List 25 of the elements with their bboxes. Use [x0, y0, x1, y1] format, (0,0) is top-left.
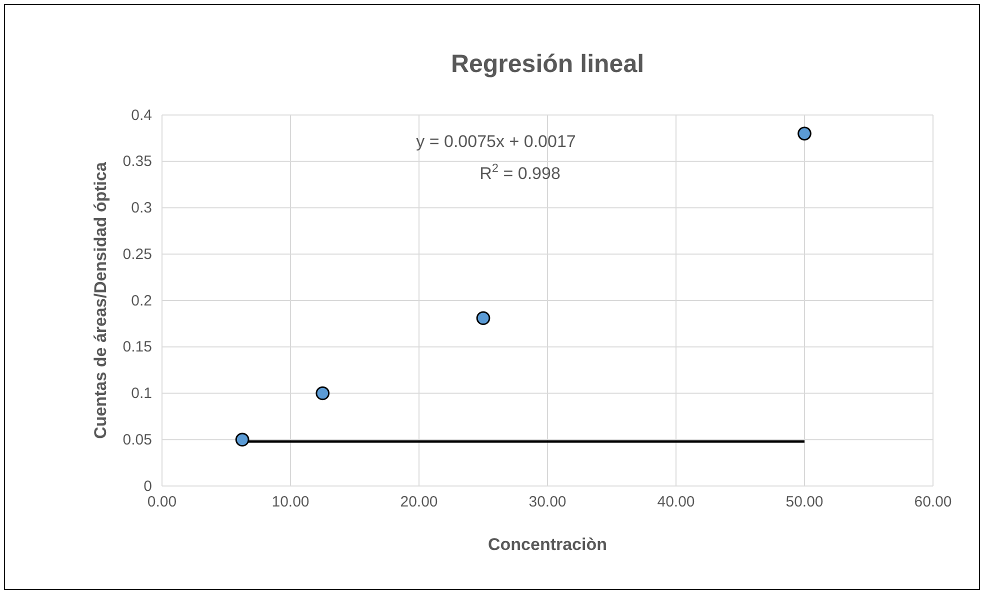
- x-tick-label: 60.00: [914, 494, 952, 511]
- annotation: R$^{2}$ = 0.998: [480, 161, 560, 183]
- y-tick-label: 0.3: [131, 200, 152, 217]
- x-tick-label: 10.00: [272, 494, 310, 511]
- x-tick-label: 40.00: [657, 494, 695, 511]
- point: [316, 386, 330, 400]
- x-axis-title: Concentraciòn: [488, 535, 608, 554]
- y-tick-label: 0.25: [122, 246, 152, 263]
- x-tick-label: 30.00: [528, 494, 566, 511]
- point: [476, 311, 490, 326]
- chart-title: Regresión lineal: [450, 50, 644, 78]
- y-tick-label: 0.15: [122, 338, 152, 356]
- y-axis-title: Cuentas de áreas/Densidad óptica: [91, 162, 110, 439]
- annotation: y = 0.0075x + 0.0017: [416, 132, 576, 151]
- y-tick-label: 0.2: [131, 292, 152, 310]
- y-tick-label: 0.4: [131, 106, 152, 124]
- point: [798, 126, 812, 140]
- y-tick-label: 0.05: [122, 431, 152, 448]
- point: [235, 432, 250, 447]
- x-tick-label: 20.00: [400, 494, 438, 511]
- x-tick-label: 0.00: [147, 494, 177, 511]
- y-tick-label: 0.35: [122, 153, 152, 170]
- y-tick-label: 0: [144, 478, 152, 495]
- x-tick-label: 50.00: [786, 494, 824, 511]
- y-tick-label: 0.1: [131, 385, 152, 402]
